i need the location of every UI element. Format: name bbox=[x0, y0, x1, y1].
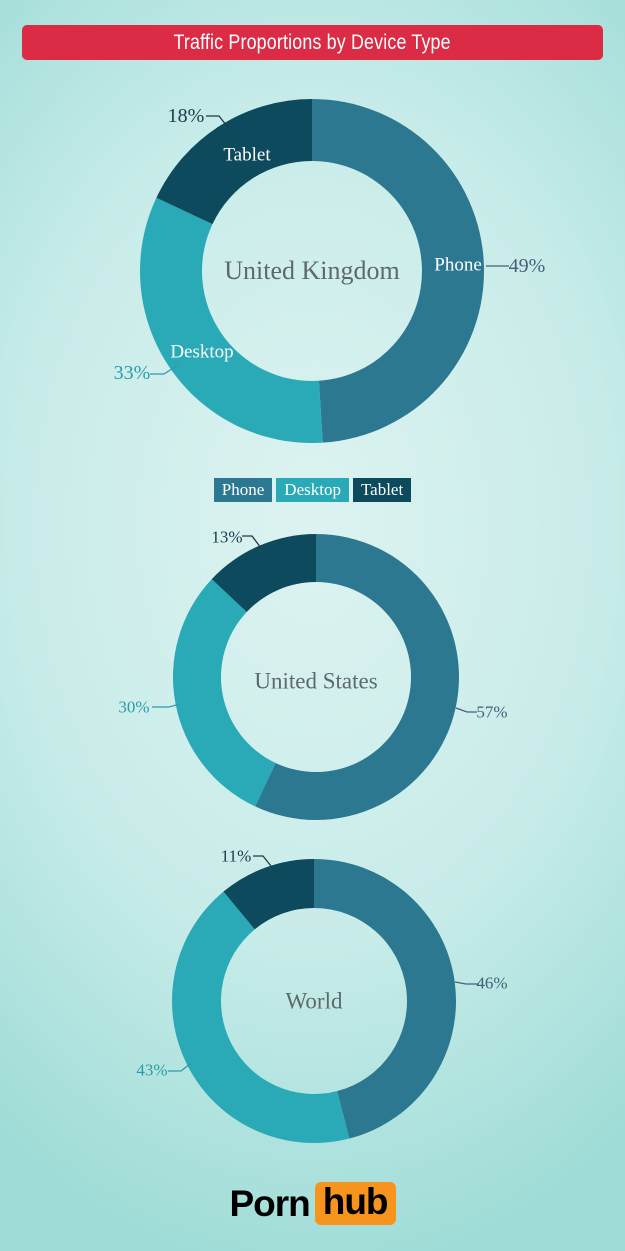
donut-2-leader-line-desktop bbox=[168, 1063, 191, 1072]
us-tablet-pct-label: 13% bbox=[211, 527, 243, 547]
title-bar: Traffic Proportions by Device Type bbox=[22, 25, 603, 60]
donut-1-leader-line-desktop bbox=[152, 703, 181, 708]
donut-0-leader-line-desktop bbox=[150, 364, 179, 375]
legend: Phone Desktop Tablet bbox=[0, 478, 625, 502]
world-phone-pct-label: 46% bbox=[476, 973, 508, 993]
donut-2-leader-line-phone bbox=[454, 981, 479, 985]
logo-text-porn: Porn bbox=[229, 1183, 310, 1224]
world-center-label: World bbox=[285, 988, 343, 1014]
donut-1-slice-phone bbox=[255, 534, 460, 821]
legend-item-phone: Phone bbox=[213, 478, 273, 502]
uk-tablet-pct-label: 18% bbox=[167, 105, 205, 127]
uk-phone-pct-label: 49% bbox=[508, 255, 546, 277]
uk-desktop-pct-label: 33% bbox=[113, 362, 151, 384]
us-phone-pct-label: 57% bbox=[476, 702, 508, 722]
donut-2-slice-desktop bbox=[172, 891, 350, 1143]
page-title: Traffic Proportions by Device Type bbox=[173, 30, 452, 54]
uk-desktop-slice-label: Desktop bbox=[170, 341, 234, 363]
donut-2-slice-tablet bbox=[223, 859, 314, 930]
uk-center-label: United Kingdom bbox=[224, 256, 400, 285]
donut-1-leader-line-phone bbox=[455, 707, 477, 713]
logo-text-hub: hub bbox=[314, 1182, 396, 1225]
legend-item-tablet: Tablet bbox=[352, 478, 412, 502]
donut-1-slice-tablet bbox=[211, 534, 316, 612]
donut-2-slice-phone bbox=[314, 859, 456, 1139]
donut-0-slice-phone bbox=[312, 99, 484, 443]
world-tablet-pct-label: 11% bbox=[220, 846, 252, 866]
uk-phone-slice-label: Phone bbox=[434, 254, 482, 276]
donut-0-slice-desktop bbox=[140, 197, 323, 443]
us-center-label: United States bbox=[254, 668, 378, 694]
donut-0-slice-tablet bbox=[156, 99, 312, 225]
world-desktop-pct-label: 43% bbox=[136, 1060, 168, 1080]
donut-1-leader-line-tablet bbox=[242, 535, 262, 549]
donut-0-leader-line-tablet bbox=[206, 115, 231, 131]
donut-2-leader-line-tablet bbox=[253, 855, 272, 867]
uk-tablet-slice-label: Tablet bbox=[223, 144, 271, 166]
legend-item-desktop: Desktop bbox=[276, 478, 349, 502]
donut-1-slice-desktop bbox=[173, 579, 276, 807]
pornhub-logo: Porn hub bbox=[0, 1182, 625, 1225]
us-desktop-pct-label: 30% bbox=[118, 697, 150, 717]
